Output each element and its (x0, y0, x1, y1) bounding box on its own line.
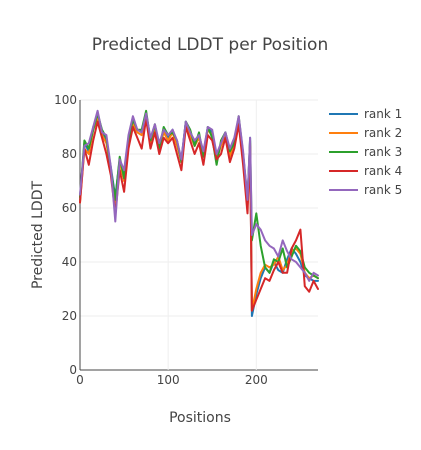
series-layer (79, 109, 319, 317)
series-line-rank-5 (79, 109, 319, 282)
y-tick-label: 0 (69, 363, 77, 377)
y-tick-label: 60 (62, 201, 77, 215)
series-line-rank-4 (79, 117, 319, 312)
legend-label: rank 2 (364, 126, 402, 140)
x-axis-title: Positions (169, 410, 231, 426)
legend-label: rank 3 (364, 145, 402, 159)
chart-title: Predicted LDDT per Position (92, 35, 328, 55)
x-tick-label: 100 (157, 373, 180, 387)
y-tick-label: 80 (62, 147, 77, 161)
legend-label: rank 4 (364, 164, 402, 178)
legend: rank 1 rank 2 rank 3 rank 4 rank 5 (329, 107, 402, 197)
tick-layer: 0 20 40 60 80 100 0 100 200 (54, 93, 268, 387)
y-tick-label: 100 (54, 93, 77, 107)
x-tick-label: 0 (76, 373, 84, 387)
legend-label: rank 1 (364, 107, 402, 121)
y-tick-label: 40 (62, 255, 77, 269)
legend-label: rank 5 (364, 183, 402, 197)
y-axis-title: Predicted LDDT (30, 181, 46, 290)
grid-layer (79, 99, 318, 371)
y-tick-label: 20 (62, 309, 77, 323)
x-tick-label: 200 (245, 373, 268, 387)
